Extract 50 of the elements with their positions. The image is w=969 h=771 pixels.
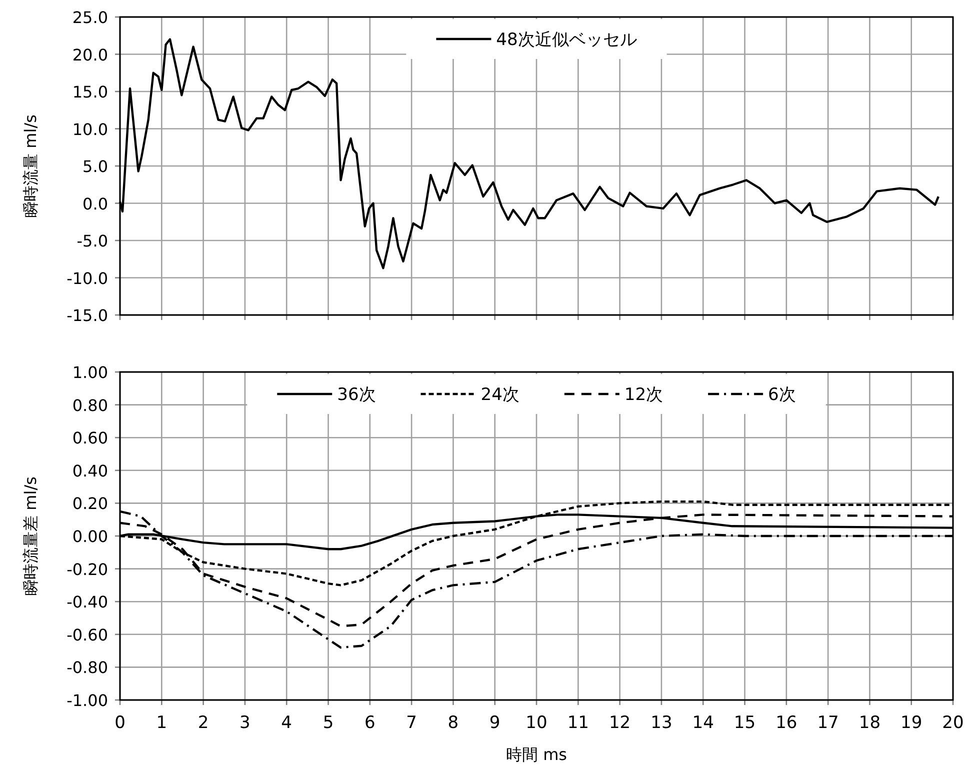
legend-label: 6次: [768, 385, 796, 405]
y-tick-label: 20.0: [72, 45, 108, 64]
x-tick-label: 15: [734, 713, 756, 733]
y-tick-label: -5.0: [76, 232, 108, 250]
x-axis-title: 時間 ms: [506, 745, 568, 764]
y-tick-label: -0.20: [66, 560, 108, 579]
x-tick-label: 10: [526, 713, 548, 733]
x-tick-label: 14: [692, 713, 714, 733]
y-tick-label: -10.0: [66, 268, 108, 288]
x-tick-label: 19: [900, 713, 922, 733]
y-tick-label: -0.40: [66, 592, 108, 612]
y-tick-label: 1.00: [72, 363, 108, 382]
x-tick-label: 7: [406, 713, 417, 733]
y-tick-label: 15.0: [72, 82, 108, 102]
legend-label: 36次: [337, 385, 376, 405]
legend: 48次近似ベッセル: [406, 19, 667, 59]
x-tick-label: 0: [114, 713, 126, 733]
y-tick-label: 0.60: [72, 428, 108, 448]
x-tick-label: 11: [567, 713, 589, 733]
x-tick-label: 3: [240, 713, 250, 733]
x-tick-label: 8: [448, 713, 459, 733]
y-tick-label: 0.20: [72, 494, 108, 514]
y-tick-label: -0.60: [66, 625, 108, 644]
y-axis-title: 瞬時流量 ml/s: [21, 114, 40, 218]
legend-label: 12次: [624, 385, 664, 405]
y-tick-label: 25.0: [72, 8, 108, 27]
y-tick-label: -15.0: [66, 306, 108, 325]
x-tick-label: 17: [817, 713, 839, 733]
x-tick-label: 6: [364, 713, 376, 733]
y-tick-label: 5.0: [82, 157, 108, 176]
y-tick-label: 0.80: [72, 396, 108, 415]
x-tick-label: 20: [942, 713, 964, 733]
x-tick-label: 5: [322, 713, 334, 733]
x-tick-label: 16: [776, 713, 798, 733]
x-tick-label: 13: [650, 713, 672, 733]
legend-label: 24次: [480, 385, 520, 405]
y-axis-title: 瞬時流量差 ml/s: [21, 476, 40, 596]
y-tick-label: 0.40: [72, 461, 108, 480]
x-tick-label: 4: [281, 713, 292, 733]
x-tick-label: 18: [858, 713, 881, 733]
x-tick-label: 2: [198, 713, 209, 733]
x-tick-label: 12: [608, 713, 631, 733]
x-tick-label: 9: [489, 713, 500, 733]
y-tick-label: -1.00: [66, 691, 108, 710]
y-tick-label: 10.0: [72, 120, 108, 139]
legend-label: 48次近似ベッセル: [496, 30, 637, 50]
y-tick-label: -0.80: [66, 658, 108, 678]
x-tick-label: 1: [156, 713, 168, 733]
y-tick-label: 0.0: [82, 194, 108, 214]
y-tick-label: 0.00: [72, 527, 108, 546]
